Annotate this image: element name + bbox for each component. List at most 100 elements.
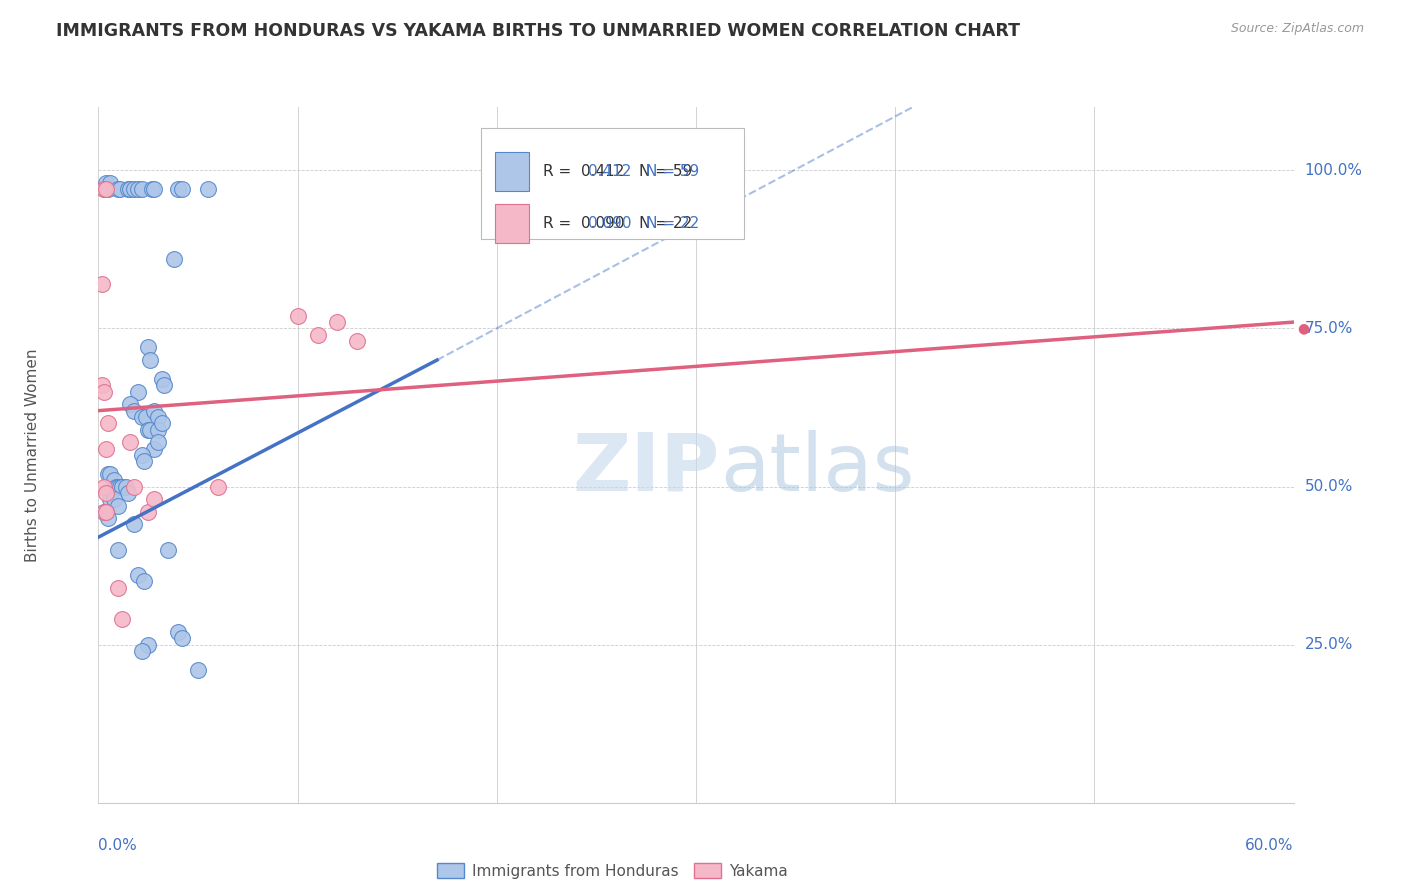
Point [120,435,142,450]
Point [103,492,125,507]
Point [120,397,142,411]
Point [91,378,114,392]
Point [136,505,159,519]
Point [167,625,190,640]
Point [93,182,115,196]
Text: 50.0%: 50.0% [1305,479,1353,494]
Point [93,182,115,196]
Point [139,423,162,437]
Point [110,479,132,493]
Point [93,479,115,493]
Point [134,574,156,589]
Point [131,644,153,658]
Point [143,442,166,456]
Point [97,511,120,525]
Text: ●: ● [1298,321,1310,335]
Point [127,568,149,582]
Point [148,423,170,437]
Point [96,486,118,500]
Point [307,327,329,342]
Point [150,372,173,386]
Point [148,435,170,450]
Bar [495,204,529,243]
Point [207,479,229,493]
Point [96,176,118,190]
Point [115,479,138,493]
Point [157,542,180,557]
Legend: Immigrants from Honduras, Yakama: Immigrants from Honduras, Yakama [437,863,787,879]
Text: Source: ZipAtlas.com: Source: ZipAtlas.com [1230,22,1364,36]
Point [150,417,173,431]
Text: 0.0%: 0.0% [98,838,138,853]
Bar [495,153,529,191]
Point [141,182,163,196]
Point [107,581,129,595]
Text: ZIP: ZIP [572,430,720,508]
Text: 0.090   N = 22: 0.090 N = 22 [589,216,700,231]
Point [98,467,122,481]
Point [120,182,142,196]
Text: 100.0%: 100.0% [1305,163,1362,178]
Point [136,423,159,437]
Point [143,403,166,417]
Text: 0.412   N = 59: 0.412 N = 59 [589,164,700,179]
Point [127,182,149,196]
Point [153,378,176,392]
Point [136,340,159,354]
Point [96,505,118,519]
Point [96,182,118,196]
Point [346,334,368,348]
Point [131,409,153,424]
Point [131,182,153,196]
Point [187,663,209,677]
Text: IMMIGRANTS FROM HONDURAS VS YAKAMA BIRTHS TO UNMARRIED WOMEN CORRELATION CHART: IMMIGRANTS FROM HONDURAS VS YAKAMA BIRTH… [56,22,1021,40]
Point [124,403,146,417]
Point [107,182,129,196]
Point [107,499,129,513]
Point [111,479,134,493]
Point [93,384,115,399]
Point [117,486,139,500]
Point [117,182,139,196]
Point [172,182,194,196]
Point [98,176,122,190]
Point [111,612,134,626]
Point [107,479,129,493]
Point [134,454,156,468]
Text: Births to Unmarried Women: Births to Unmarried Women [25,348,41,562]
Point [143,492,166,507]
Point [139,353,162,368]
Point [96,442,118,456]
Point [124,479,146,493]
Point [93,505,115,519]
Point [97,467,120,481]
Point [124,517,146,532]
Point [135,409,157,424]
Point [131,448,153,462]
Point [148,409,170,424]
Point [97,182,120,196]
Point [197,182,219,196]
Text: atlas: atlas [720,430,914,508]
Point [96,505,118,519]
Point [110,182,132,196]
Point [136,638,159,652]
Point [124,182,146,196]
Text: 60.0%: 60.0% [1246,838,1294,853]
Text: R =  0.412   N = 59: R = 0.412 N = 59 [543,164,692,179]
Point [105,479,128,493]
Point [326,315,349,329]
Point [172,632,194,646]
Point [143,182,166,196]
Text: 75.0%: 75.0% [1305,321,1353,336]
Text: 25.0%: 25.0% [1305,637,1353,652]
Point [93,505,115,519]
Point [91,277,114,292]
FancyBboxPatch shape [481,128,744,239]
Point [97,417,120,431]
Point [127,384,149,399]
Point [107,542,129,557]
Point [287,309,309,323]
Point [98,492,122,507]
Point [103,473,125,487]
